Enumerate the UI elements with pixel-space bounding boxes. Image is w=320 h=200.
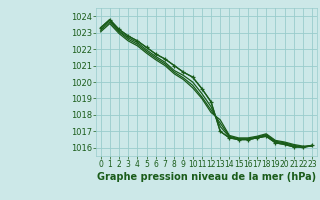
X-axis label: Graphe pression niveau de la mer (hPa): Graphe pression niveau de la mer (hPa) [97, 172, 316, 182]
